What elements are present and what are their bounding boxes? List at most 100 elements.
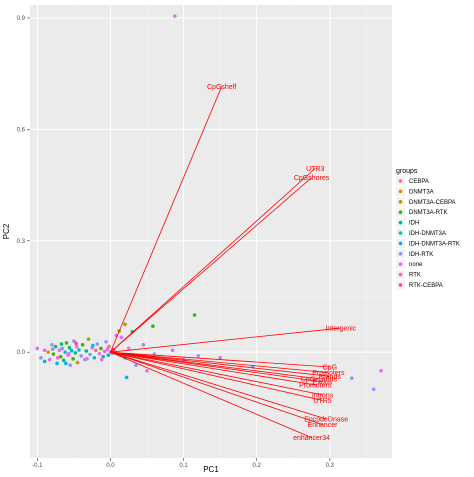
data-point <box>42 359 47 364</box>
data-point <box>63 350 67 354</box>
data-point <box>181 357 186 362</box>
data-point <box>349 376 354 380</box>
x-tick-label: 0.0 <box>106 463 115 469</box>
data-point <box>59 342 64 346</box>
loading-vector-label: Islands <box>319 374 342 381</box>
x-tick-label: 0.1 <box>179 463 188 469</box>
legend-label: RTK <box>409 273 421 279</box>
data-point <box>61 358 66 363</box>
x-tick-label: -0.1 <box>32 463 43 469</box>
data-point <box>94 348 98 353</box>
loading-vector-label: UTR5 <box>313 398 331 405</box>
y-tick-label: 0.6 <box>17 127 26 133</box>
grid-lines <box>30 5 392 458</box>
data-point <box>68 363 73 367</box>
loading-vector-label: EncodeDnase <box>304 417 348 424</box>
data-point <box>99 357 104 362</box>
legend-swatch <box>398 220 403 225</box>
legend-swatch <box>398 262 403 267</box>
loading-vector-label: UTR3 <box>306 166 324 173</box>
legend-label: DNMT3A <box>409 189 434 195</box>
x-axis-ticks: -0.1 0.0 0.1 0.2 0.3 <box>32 458 335 469</box>
loading-vector-label: CpGislands <box>301 376 338 383</box>
data-point <box>92 355 97 360</box>
data-point <box>104 339 108 344</box>
data-point <box>55 355 60 360</box>
data-points <box>35 14 383 392</box>
data-point <box>55 361 59 366</box>
loading-vector-label: Introns <box>312 392 334 399</box>
legend-swatch <box>398 179 403 183</box>
y-tick-label: 0.0 <box>17 350 26 356</box>
data-point <box>74 341 78 346</box>
data-point <box>35 346 40 351</box>
data-point <box>50 342 54 347</box>
data-point <box>371 387 376 392</box>
data-point <box>66 351 71 356</box>
data-point <box>106 353 111 357</box>
loading-vector-arrow <box>110 351 316 386</box>
legend-swatch <box>398 200 403 204</box>
loading-vector-label: Intergenic <box>325 326 356 333</box>
data-point <box>97 351 102 356</box>
data-point <box>218 355 222 360</box>
data-point <box>170 348 175 353</box>
loading-vector-arrow <box>110 351 319 380</box>
loading-vector-arrow <box>110 351 323 396</box>
data-point <box>50 347 55 352</box>
data-point <box>126 346 131 351</box>
data-point <box>134 363 138 367</box>
data-point <box>145 368 149 373</box>
data-point <box>124 375 129 380</box>
legend-label: none <box>409 262 423 268</box>
y-axis-title: PC2 <box>2 223 11 239</box>
legend-swatch <box>398 231 403 235</box>
data-point <box>95 342 100 346</box>
loading-vector-arrow <box>110 177 312 353</box>
legend-swatch <box>398 252 403 256</box>
loading-vector-arrow <box>110 168 316 353</box>
y-tick-label: 0.3 <box>17 239 26 245</box>
data-point <box>75 360 80 365</box>
data-point <box>192 313 197 317</box>
data-point <box>84 349 89 353</box>
data-point <box>91 343 95 348</box>
data-point <box>151 324 155 328</box>
data-point <box>77 348 81 352</box>
loading-vector-label: enhancer34 <box>293 435 330 442</box>
y-axis-ticks: 0.0 0.3 0.6 0.9 <box>17 16 30 356</box>
loading-vector-label: Enhancer <box>308 422 339 429</box>
loading-vectors: CpGshelfUTR3CpGshoresIntergenicCpGPromot… <box>110 84 357 442</box>
loading-vector-arrow <box>110 351 330 377</box>
data-point <box>107 344 111 349</box>
data-point <box>72 339 76 343</box>
data-point <box>71 357 75 361</box>
legend-label: IDH-DNMT3A-RTK <box>409 241 460 247</box>
legend-label: DNMT3A-CEBPA <box>409 200 456 206</box>
legend: groups CEBPA DNMT3A DNMT3A-CEBPA DNMT3A-RTK… <box>396 168 460 290</box>
data-point <box>64 361 68 366</box>
data-point <box>80 342 85 347</box>
data-point <box>101 354 105 359</box>
data-point <box>79 354 83 358</box>
loading-vector-arrow <box>110 351 323 425</box>
data-point <box>51 352 56 356</box>
loading-vector-arrow <box>110 351 323 383</box>
data-point <box>60 346 64 351</box>
legend-swatch <box>398 189 403 194</box>
data-point <box>58 354 63 359</box>
data-point <box>173 14 177 18</box>
data-point <box>123 322 127 327</box>
data-point <box>119 335 124 340</box>
legend-swatch <box>398 210 403 214</box>
data-point <box>141 342 146 347</box>
loading-vector-label: Promoters <box>312 370 345 377</box>
loading-vector-label: Promoters <box>299 382 332 389</box>
legend-title: groups <box>396 168 418 175</box>
data-point <box>42 348 47 353</box>
loading-vector-arrow <box>110 86 222 353</box>
data-point <box>85 357 89 361</box>
data-point <box>102 349 107 354</box>
data-point <box>57 348 62 353</box>
